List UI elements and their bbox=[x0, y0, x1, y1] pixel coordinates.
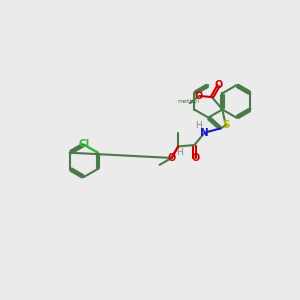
Text: O: O bbox=[191, 153, 200, 163]
Text: O: O bbox=[215, 80, 223, 90]
Text: Cl: Cl bbox=[78, 139, 89, 149]
Text: O: O bbox=[195, 91, 203, 101]
Text: N: N bbox=[200, 128, 209, 138]
Text: S: S bbox=[222, 120, 230, 130]
Text: O: O bbox=[167, 153, 176, 163]
Text: H: H bbox=[195, 121, 202, 130]
Text: H: H bbox=[176, 148, 183, 157]
Text: methyl: methyl bbox=[178, 99, 200, 104]
